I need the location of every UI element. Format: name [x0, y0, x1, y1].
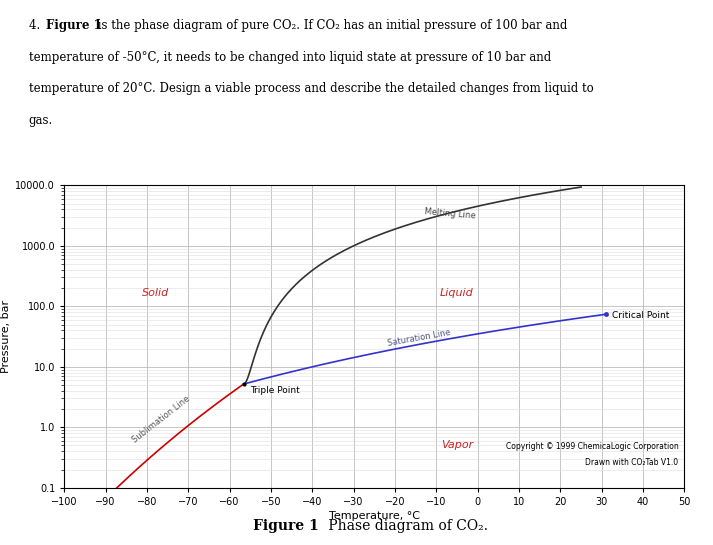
Text: Liquid: Liquid — [440, 288, 474, 298]
Text: gas.: gas. — [29, 114, 53, 127]
Text: temperature of 20°C. Design a viable process and describe the detailed changes f: temperature of 20°C. Design a viable pro… — [29, 82, 593, 95]
Text: Drawn with CO₂Tab V1.0: Drawn with CO₂Tab V1.0 — [585, 458, 678, 467]
Text: Phase diagram of CO₂.: Phase diagram of CO₂. — [324, 519, 488, 533]
Text: Saturation Line: Saturation Line — [386, 328, 451, 348]
Text: Sublimation Line: Sublimation Line — [130, 395, 191, 445]
Y-axis label: Pressure, bar: Pressure, bar — [1, 300, 11, 373]
Text: Figure 1: Figure 1 — [253, 519, 319, 533]
Text: Triple Point: Triple Point — [250, 386, 299, 395]
Text: 4.: 4. — [29, 19, 43, 32]
Text: is the phase diagram of pure CO₂. If CO₂ has an initial pressure of 100 bar and: is the phase diagram of pure CO₂. If CO₂… — [94, 19, 568, 32]
Text: Vapor: Vapor — [441, 440, 473, 450]
Text: Melting Line: Melting Line — [424, 207, 476, 221]
Text: Critical Point: Critical Point — [612, 311, 670, 319]
Text: Solid: Solid — [141, 288, 169, 298]
Text: temperature of -50°C, it needs to be changed into liquid state at pressure of 10: temperature of -50°C, it needs to be cha… — [29, 51, 550, 64]
X-axis label: Temperature, °C: Temperature, °C — [329, 511, 420, 521]
Text: Figure 1: Figure 1 — [46, 19, 102, 32]
Text: Copyright © 1999 ChemicaLogic Corporation: Copyright © 1999 ChemicaLogic Corporatio… — [506, 443, 678, 451]
